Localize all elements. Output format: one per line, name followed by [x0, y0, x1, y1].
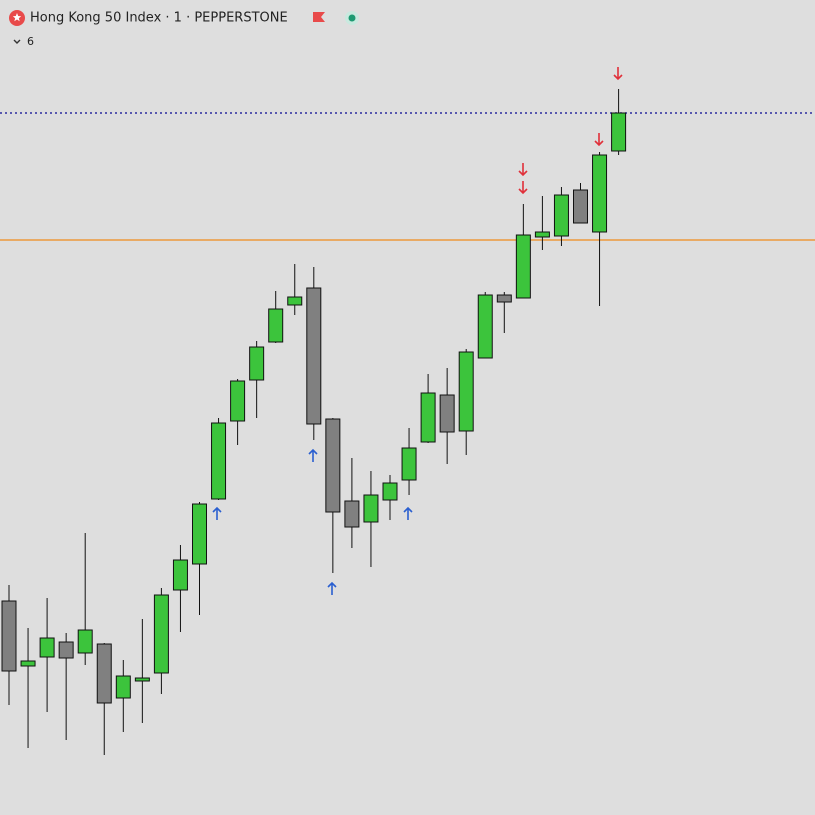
candle-body [534, 231, 550, 238]
indicator-count[interactable]: 6 [27, 35, 34, 48]
candle-body [192, 503, 207, 565]
candle-body [306, 287, 322, 425]
candle-body [268, 308, 284, 343]
candle-body [401, 447, 417, 481]
candle-body [382, 482, 398, 501]
candle-body [420, 392, 436, 443]
buy-arrow [212, 506, 222, 520]
candle-body [134, 677, 150, 682]
candle-body [58, 641, 74, 659]
sell-arrow [518, 181, 528, 195]
candle-body [20, 660, 36, 667]
candle-body [115, 675, 131, 699]
candle-body [96, 643, 112, 704]
candle-body [439, 394, 455, 433]
candle-body [611, 112, 627, 152]
symbol-title[interactable]: Hong Kong 50 Index · 1 · PEPPERSTONE [30, 11, 288, 26]
candle-body [39, 637, 55, 658]
candle-body [172, 559, 188, 591]
flag-icon[interactable] [313, 12, 325, 22]
buy-arrow [327, 581, 337, 595]
candle-body [77, 629, 93, 654]
buy-arrow [308, 448, 318, 462]
sell-arrow [613, 67, 623, 81]
status-dot [348, 14, 356, 22]
candle-body [249, 346, 265, 381]
candle-body [496, 294, 512, 303]
candle-body [344, 500, 360, 528]
buy-arrow [403, 506, 413, 520]
sell-signals [518, 67, 623, 195]
plot-area [0, 89, 815, 755]
candle-body [211, 422, 227, 500]
candle-body [458, 351, 474, 432]
candle-body [325, 418, 341, 513]
candle-body [515, 234, 531, 299]
collapse-chevron[interactable] [13, 39, 21, 44]
sell-arrow [594, 133, 604, 147]
candle-body [287, 296, 303, 306]
symbol-icon-flower [12, 13, 22, 22]
candle-body [592, 154, 608, 233]
candle-body [573, 189, 588, 224]
candle-body [363, 494, 379, 523]
candle-body [553, 194, 569, 237]
candle-body [1, 600, 17, 672]
buy-signals [212, 448, 413, 595]
candle-body [153, 594, 169, 674]
sell-arrow [518, 163, 528, 177]
candle-body [477, 294, 493, 359]
candle-body [230, 380, 246, 422]
